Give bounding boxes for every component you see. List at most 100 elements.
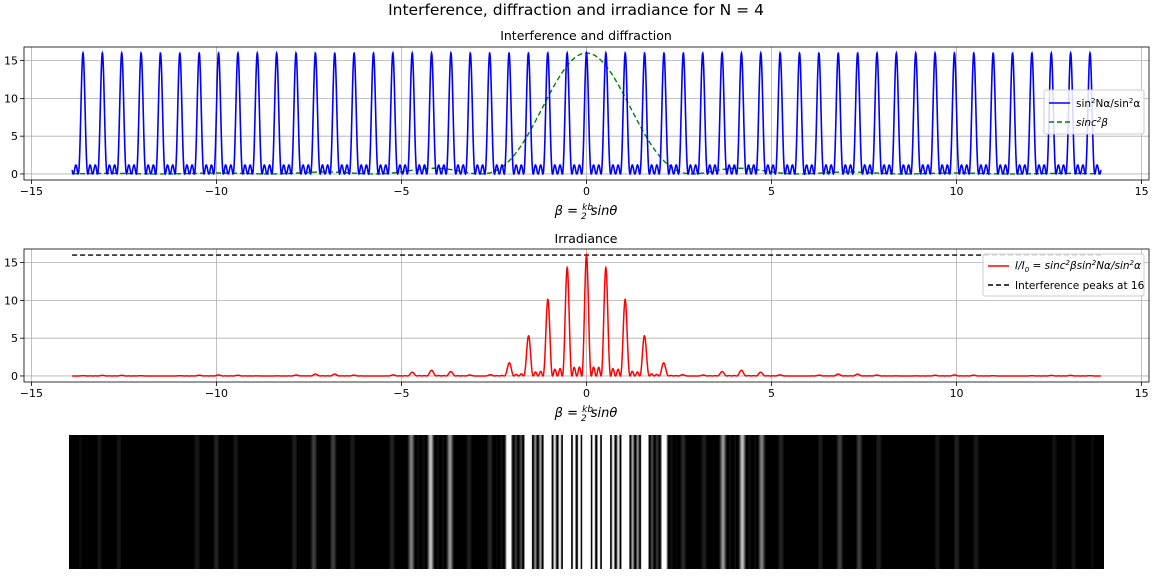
pattern-band xyxy=(722,435,724,569)
pattern-band xyxy=(651,435,653,569)
panel2-title: Irradiance xyxy=(555,231,618,246)
pattern-band xyxy=(237,435,239,569)
panel2-ticks: −15 −10 −5 0 5 10 15 0 5 10 15 xyxy=(4,257,1149,400)
pattern-band xyxy=(734,435,736,569)
pattern-band xyxy=(976,435,978,569)
pattern-band xyxy=(821,435,823,569)
pattern-band xyxy=(489,435,491,569)
pattern-band xyxy=(311,435,313,569)
pattern-band xyxy=(836,435,838,569)
pattern-band xyxy=(720,435,722,569)
pattern-band xyxy=(609,435,611,569)
pattern-band xyxy=(627,435,629,569)
pattern-band xyxy=(668,435,670,569)
pattern-band xyxy=(469,435,471,569)
pattern-band xyxy=(467,435,469,569)
pattern-band xyxy=(647,435,649,569)
pattern-band xyxy=(544,435,546,569)
pattern-band xyxy=(721,435,723,569)
pattern-band xyxy=(939,435,941,569)
pattern-band xyxy=(521,435,523,569)
pattern-band xyxy=(839,435,841,569)
pattern-band xyxy=(502,435,504,569)
pattern-band xyxy=(566,435,568,569)
panel1-legend: sin2Nα/sin2α sinc2β xyxy=(1043,89,1145,135)
pattern-band xyxy=(412,435,414,569)
xtick-label: 10 xyxy=(950,185,964,198)
pattern-band xyxy=(393,435,395,569)
pattern-band xyxy=(490,435,492,569)
pattern-band xyxy=(655,435,657,569)
pattern-band xyxy=(841,435,843,569)
pattern-band xyxy=(429,435,431,569)
ytick-label: 15 xyxy=(4,55,18,68)
pattern-band xyxy=(81,435,83,569)
pattern-band xyxy=(780,435,782,569)
pattern-band xyxy=(593,435,595,569)
pattern-band xyxy=(744,435,746,569)
pattern-band xyxy=(664,435,666,569)
pattern-band xyxy=(658,435,660,569)
pattern-band xyxy=(446,435,448,569)
pattern-band xyxy=(597,435,599,569)
pattern-band xyxy=(539,435,541,569)
pattern-band xyxy=(409,435,411,569)
pattern-band xyxy=(642,435,644,569)
pattern-band xyxy=(536,435,538,569)
pattern-band xyxy=(636,435,638,569)
pattern-band xyxy=(573,435,575,569)
pattern-band xyxy=(701,435,703,569)
pattern-band xyxy=(443,435,445,569)
xtick-label: 5 xyxy=(768,387,775,400)
pattern-band xyxy=(641,435,643,569)
pattern-band xyxy=(556,435,558,569)
pattern-band xyxy=(99,435,101,569)
pattern-band xyxy=(519,435,521,569)
pattern-band xyxy=(554,435,556,569)
pattern-band xyxy=(656,435,658,569)
pattern-band xyxy=(599,435,601,569)
pattern-band xyxy=(626,435,628,569)
pattern-band xyxy=(625,435,627,569)
pattern-band xyxy=(743,435,745,569)
pattern-band xyxy=(587,435,589,569)
panel-intensity-pattern xyxy=(69,435,1104,569)
pattern-band xyxy=(551,435,553,569)
irradiance-curve xyxy=(72,252,1101,377)
pattern-band xyxy=(755,435,757,569)
pattern-band xyxy=(742,435,744,569)
pattern-band xyxy=(515,435,517,569)
pattern-band xyxy=(352,435,354,569)
pattern-band xyxy=(331,435,333,569)
pattern-band xyxy=(236,435,238,569)
pattern-band xyxy=(195,435,197,569)
pattern-band xyxy=(681,435,683,569)
pattern-band xyxy=(389,435,391,569)
pattern-band xyxy=(617,435,619,569)
pattern-band xyxy=(954,435,956,569)
pattern-band xyxy=(955,435,957,569)
pattern-band xyxy=(512,435,514,569)
pattern-band xyxy=(568,435,570,569)
pattern-band xyxy=(543,435,545,569)
pattern-band xyxy=(313,435,315,569)
panel-interference-diffraction: Interference and diffraction −15 −10 −5 0 5 1… xyxy=(4,28,1150,222)
pattern-band xyxy=(571,435,573,569)
pattern-band xyxy=(840,435,842,569)
panel-irradiance: Irradiance −15 −10 −5 0 5 10 15 0 5 10 15 β = kb 2 s… xyxy=(4,231,1150,424)
pattern-band xyxy=(1055,435,1057,569)
pattern-band xyxy=(648,435,650,569)
pattern-band xyxy=(529,435,531,569)
pattern-band xyxy=(590,435,592,569)
pattern-band xyxy=(578,435,580,569)
pattern-band xyxy=(520,435,522,569)
pattern-band xyxy=(859,435,861,569)
xtick-label: 10 xyxy=(950,387,964,400)
pattern-band xyxy=(749,435,751,569)
pattern-band xyxy=(516,435,518,569)
pattern-band xyxy=(667,435,669,569)
pattern-band xyxy=(565,435,567,569)
pattern-band xyxy=(856,435,858,569)
pattern-band xyxy=(670,435,672,569)
pattern-band xyxy=(614,435,616,569)
